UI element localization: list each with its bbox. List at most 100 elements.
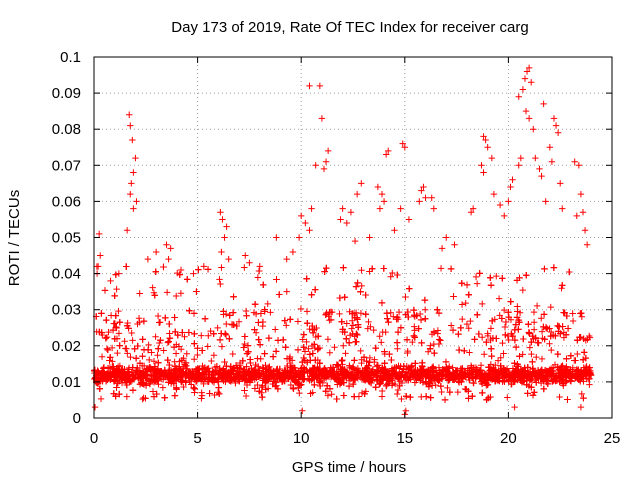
data-point [165,379,172,386]
data-point [482,371,490,378]
data-point [214,324,221,332]
data-point [469,393,476,400]
data-point [470,380,477,387]
data-point [183,350,190,357]
data-point [458,280,465,287]
data-point [500,350,507,357]
data-point [326,349,334,356]
data-point [249,375,256,382]
data-point [447,322,455,329]
data-point [378,339,385,346]
data-point [372,383,379,391]
data-point [516,319,523,326]
data-point [530,326,538,333]
data-point [103,316,110,324]
data-point [208,357,215,365]
data-point [515,369,523,377]
data-point [473,280,481,287]
data-point [478,334,486,341]
data-point [178,378,186,386]
data-point [214,389,222,396]
data-point [339,356,346,364]
data-point [422,393,430,400]
data-point [476,270,483,277]
data-point [273,382,280,389]
data-point [297,381,305,388]
data-point [166,330,173,337]
data-point [210,330,217,337]
data-point [586,381,593,388]
data-point [442,358,450,366]
data-point [241,340,248,348]
data-point [216,336,224,344]
data-point [337,366,344,373]
data-point [215,384,222,391]
data-point [336,294,344,302]
data-point [564,396,571,403]
data-point [586,332,593,340]
data-point [264,300,271,308]
data-point [516,353,523,360]
data-point [349,363,357,371]
data-point [308,291,315,298]
data-point [300,331,308,338]
data-point [211,391,218,399]
data-point [546,340,553,347]
data-point [524,364,531,371]
data-point [434,306,441,313]
data-point [395,308,403,316]
data-point [532,335,539,342]
data-point [409,370,416,377]
data-point [142,395,149,402]
data-point [190,310,198,317]
data-point [384,315,391,322]
data-point [281,367,288,374]
data-point [103,345,111,352]
data-point [110,378,118,385]
data-point [127,353,134,361]
data-point [377,380,384,387]
data-point [561,309,568,316]
data-point [139,395,146,403]
data-point [156,319,163,326]
data-point [216,276,223,283]
data-point [254,274,262,281]
data-point [379,368,387,375]
data-point [259,364,266,371]
data-point [534,367,542,374]
data-point [300,354,307,362]
data-point [270,378,277,385]
data-point [366,359,373,366]
data-point [563,355,570,362]
data-point [283,288,290,295]
data-point [471,336,478,343]
data-point [459,315,466,323]
data-point [237,373,245,380]
data-point [574,350,581,358]
data-point [387,273,394,280]
data-point [421,306,429,313]
data-point [125,325,132,332]
data-point [152,333,159,340]
data-point [102,334,110,342]
data-point [155,359,162,366]
data-point [497,362,504,370]
data-point [324,382,331,389]
data-point [164,339,172,346]
data-point [454,388,462,396]
data-point [195,266,202,273]
data-point [180,383,187,391]
data-point [388,381,396,389]
data-point [218,343,226,350]
data-point [499,339,506,347]
data-point [324,336,332,343]
data-point [363,374,371,382]
data-point [243,350,251,357]
data-point [213,363,221,370]
data-point [194,351,201,359]
data-point [163,289,171,296]
data-point [528,338,535,346]
data-points [91,64,595,418]
data-point [399,368,406,375]
